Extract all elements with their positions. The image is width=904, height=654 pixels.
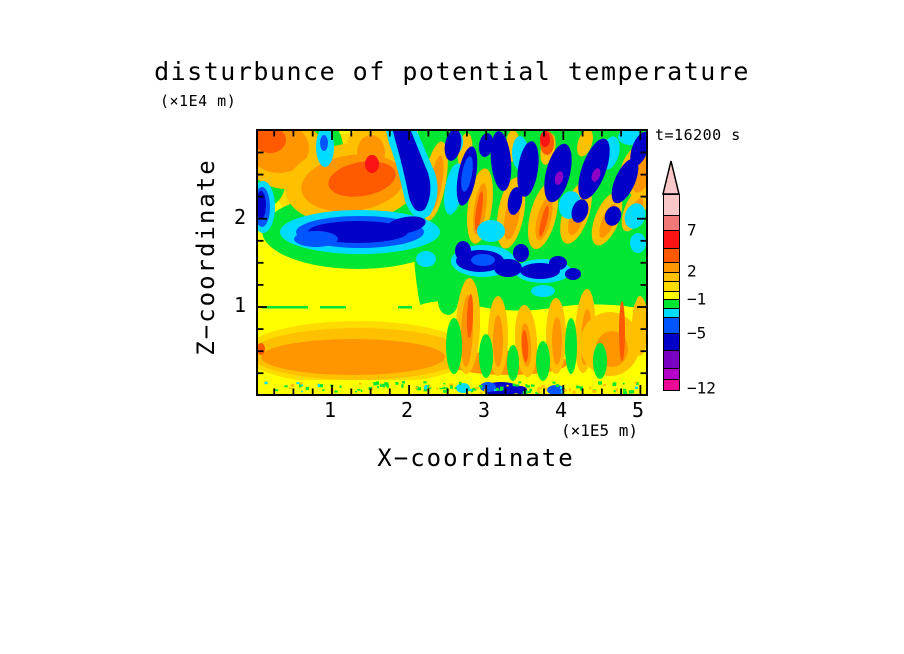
colorbar-segment xyxy=(664,368,679,379)
colorbar-tick-label: −12 xyxy=(687,378,716,398)
colorbar-segment xyxy=(664,248,679,262)
colorbar-segment xyxy=(664,350,679,368)
colorbar-segment xyxy=(664,230,679,248)
x-axis-title: X−coordinate xyxy=(377,444,575,472)
colorbar-segment xyxy=(664,195,679,215)
colorbar xyxy=(663,194,680,391)
x-tick-label: 5 xyxy=(631,398,645,422)
y-tick-label: 1 xyxy=(233,293,246,317)
contour-field xyxy=(258,131,646,394)
colorbar-segment xyxy=(664,379,679,390)
y-axis-units-label: (×1E4 m) xyxy=(160,92,237,110)
colorbar-segment xyxy=(664,299,679,308)
x-axis-units-label: (×1E5 m) xyxy=(561,421,639,440)
x-tick-label: 3 xyxy=(477,398,491,422)
colorbar-segment xyxy=(664,308,679,317)
colorbar-segment xyxy=(664,290,679,299)
y-tick-label: 2 xyxy=(233,205,246,229)
colorbar-tick-label: 2 xyxy=(687,261,697,281)
colorbar-segment xyxy=(664,262,679,272)
colorbar-tick-label: 7 xyxy=(687,220,697,240)
colorbar-arrow-icon xyxy=(662,160,680,195)
figure-title: disturbunce of potential temperature xyxy=(154,57,750,86)
x-tick-label: 4 xyxy=(554,398,568,422)
colorbar-tick-label: −1 xyxy=(687,289,707,309)
colorbar-segment xyxy=(664,271,679,281)
y-axis-title: Z−coordinate xyxy=(192,158,220,356)
x-tick-label: 1 xyxy=(323,398,337,422)
plot-area xyxy=(256,129,648,396)
time-annotation: t=16200 s xyxy=(655,126,741,144)
colorbar-segment xyxy=(664,281,679,291)
colorbar-tick-label: −5 xyxy=(687,323,707,343)
x-tick-label: 2 xyxy=(400,398,414,422)
colorbar-segment xyxy=(664,317,679,333)
colorbar-segment xyxy=(664,333,679,350)
colorbar-segment xyxy=(664,215,679,230)
